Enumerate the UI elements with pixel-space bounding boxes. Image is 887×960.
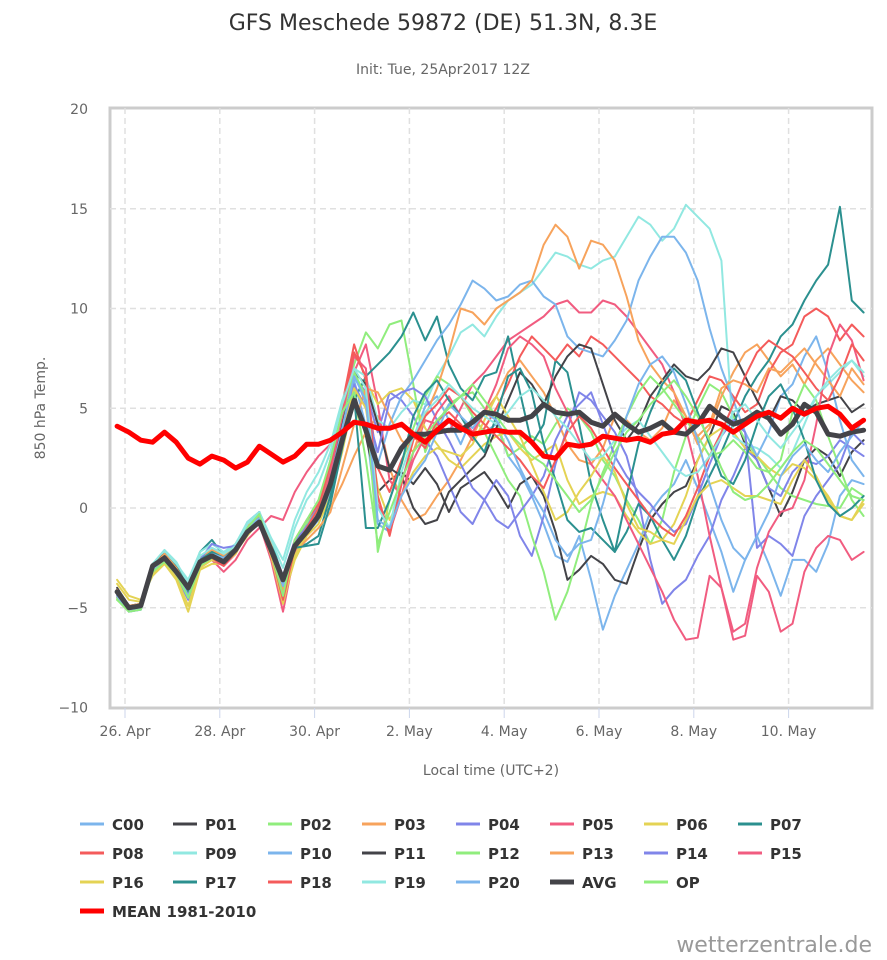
legend-item-p19[interactable]: P19: [362, 874, 426, 892]
legend-label: P08: [112, 845, 144, 863]
x-tick-label: 10. May: [761, 724, 817, 740]
legend-label: P15: [770, 845, 802, 863]
x-axis-ticks: 26. Apr 28. Apr 30. Apr 2. May 4. May 6. May 8…: [100, 708, 817, 740]
x-tick-label: 8. May: [670, 724, 717, 740]
series-line-avg[interactable]: [114, 397, 867, 611]
legend-item-mean-1981-2010[interactable]: MEAN 1981-2010: [80, 903, 256, 921]
legend-label: P18: [300, 874, 332, 892]
legend-item-p16[interactable]: P16: [80, 874, 144, 892]
legend-label: OP: [676, 874, 700, 892]
credit-text[interactable]: wetterzentrale.de: [676, 933, 872, 958]
legend-label: P10: [300, 845, 332, 863]
x-tick-label: 4. May: [481, 724, 528, 740]
legend-label: P06: [676, 816, 708, 834]
series-line-p19[interactable]: [116, 359, 865, 611]
legend-label: P03: [394, 816, 426, 834]
legend: C00 P01 P02 P03 P04 P05 P06 P07 P08 P09 P10 P11 P12 P…: [80, 816, 802, 921]
legend-item-p03[interactable]: P03: [362, 816, 426, 834]
legend-item-p06[interactable]: P06: [644, 816, 708, 834]
legend-label: P19: [394, 874, 426, 892]
series-line-mean-1981-2010[interactable]: [114, 403, 867, 471]
x-tick-label: 30. Apr: [289, 724, 340, 740]
legend-label: P12: [488, 845, 520, 863]
legend-item-p11[interactable]: P11: [362, 845, 426, 863]
legend-item-p08[interactable]: P08: [80, 845, 144, 863]
legend-label: C00: [112, 816, 144, 834]
x-axis-title: Local time (UTC+2): [423, 763, 559, 779]
legend-label: P11: [394, 845, 426, 863]
legend-item-op[interactable]: OP: [644, 874, 700, 892]
series-line-p05[interactable]: [116, 299, 865, 641]
legend-item-p09[interactable]: P09: [173, 845, 237, 863]
legend-item-p17[interactable]: P17: [173, 874, 237, 892]
chart-subtitle: Init: Tue, 25Apr2017 12Z: [356, 62, 530, 78]
legend-item-p20[interactable]: P20: [456, 874, 520, 892]
chart-title: GFS Meschede 59872 (DE) 51.3N, 8.3E: [229, 11, 658, 36]
legend-label: P13: [582, 845, 614, 863]
legend-label: MEAN 1981-2010: [112, 903, 256, 921]
y-tick-label: −10: [58, 701, 88, 717]
y-tick-label: 20: [70, 102, 88, 118]
x-tick-label: 6. May: [576, 724, 623, 740]
y-axis-ticks: −10 −5 0 5 10 15 20: [58, 102, 88, 717]
y-tick-label: 15: [70, 202, 88, 218]
legend-item-c00[interactable]: C00: [80, 816, 144, 834]
x-tick-label: 28. Apr: [194, 724, 245, 740]
legend-item-p05[interactable]: P05: [550, 816, 614, 834]
legend-label: P04: [488, 816, 520, 834]
legend-item-p10[interactable]: P10: [268, 845, 332, 863]
legend-item-p15[interactable]: P15: [738, 845, 802, 863]
legend-label: P01: [205, 816, 237, 834]
legend-item-p18[interactable]: P18: [268, 874, 332, 892]
legend-label: P05: [582, 816, 614, 834]
y-axis-title: 850 hPa Temp.: [33, 357, 49, 460]
legend-label: P16: [112, 874, 144, 892]
series-lines: [114, 203, 867, 641]
x-tick-label: 26. Apr: [100, 724, 151, 740]
legend-item-p14[interactable]: P14: [644, 845, 708, 863]
legend-item-p04[interactable]: P04: [456, 816, 520, 834]
legend-item-p12[interactable]: P12: [456, 845, 520, 863]
y-tick-label: 5: [79, 401, 88, 417]
legend-label: P07: [770, 816, 802, 834]
legend-item-p13[interactable]: P13: [550, 845, 614, 863]
legend-label: P20: [488, 874, 520, 892]
legend-label: P02: [300, 816, 332, 834]
y-tick-label: 10: [70, 302, 88, 318]
legend-item-p01[interactable]: P01: [173, 816, 237, 834]
x-tick-label: 2. May: [386, 724, 433, 740]
legend-label: P14: [676, 845, 708, 863]
y-tick-label: 0: [79, 501, 88, 517]
legend-label: P17: [205, 874, 237, 892]
legend-item-p02[interactable]: P02: [268, 816, 332, 834]
grid: [110, 108, 872, 708]
legend-label: AVG: [582, 874, 617, 892]
y-tick-label: −5: [67, 601, 88, 617]
legend-item-p07[interactable]: P07: [738, 816, 802, 834]
legend-label: P09: [205, 845, 237, 863]
legend-item-avg[interactable]: AVG: [550, 874, 617, 892]
